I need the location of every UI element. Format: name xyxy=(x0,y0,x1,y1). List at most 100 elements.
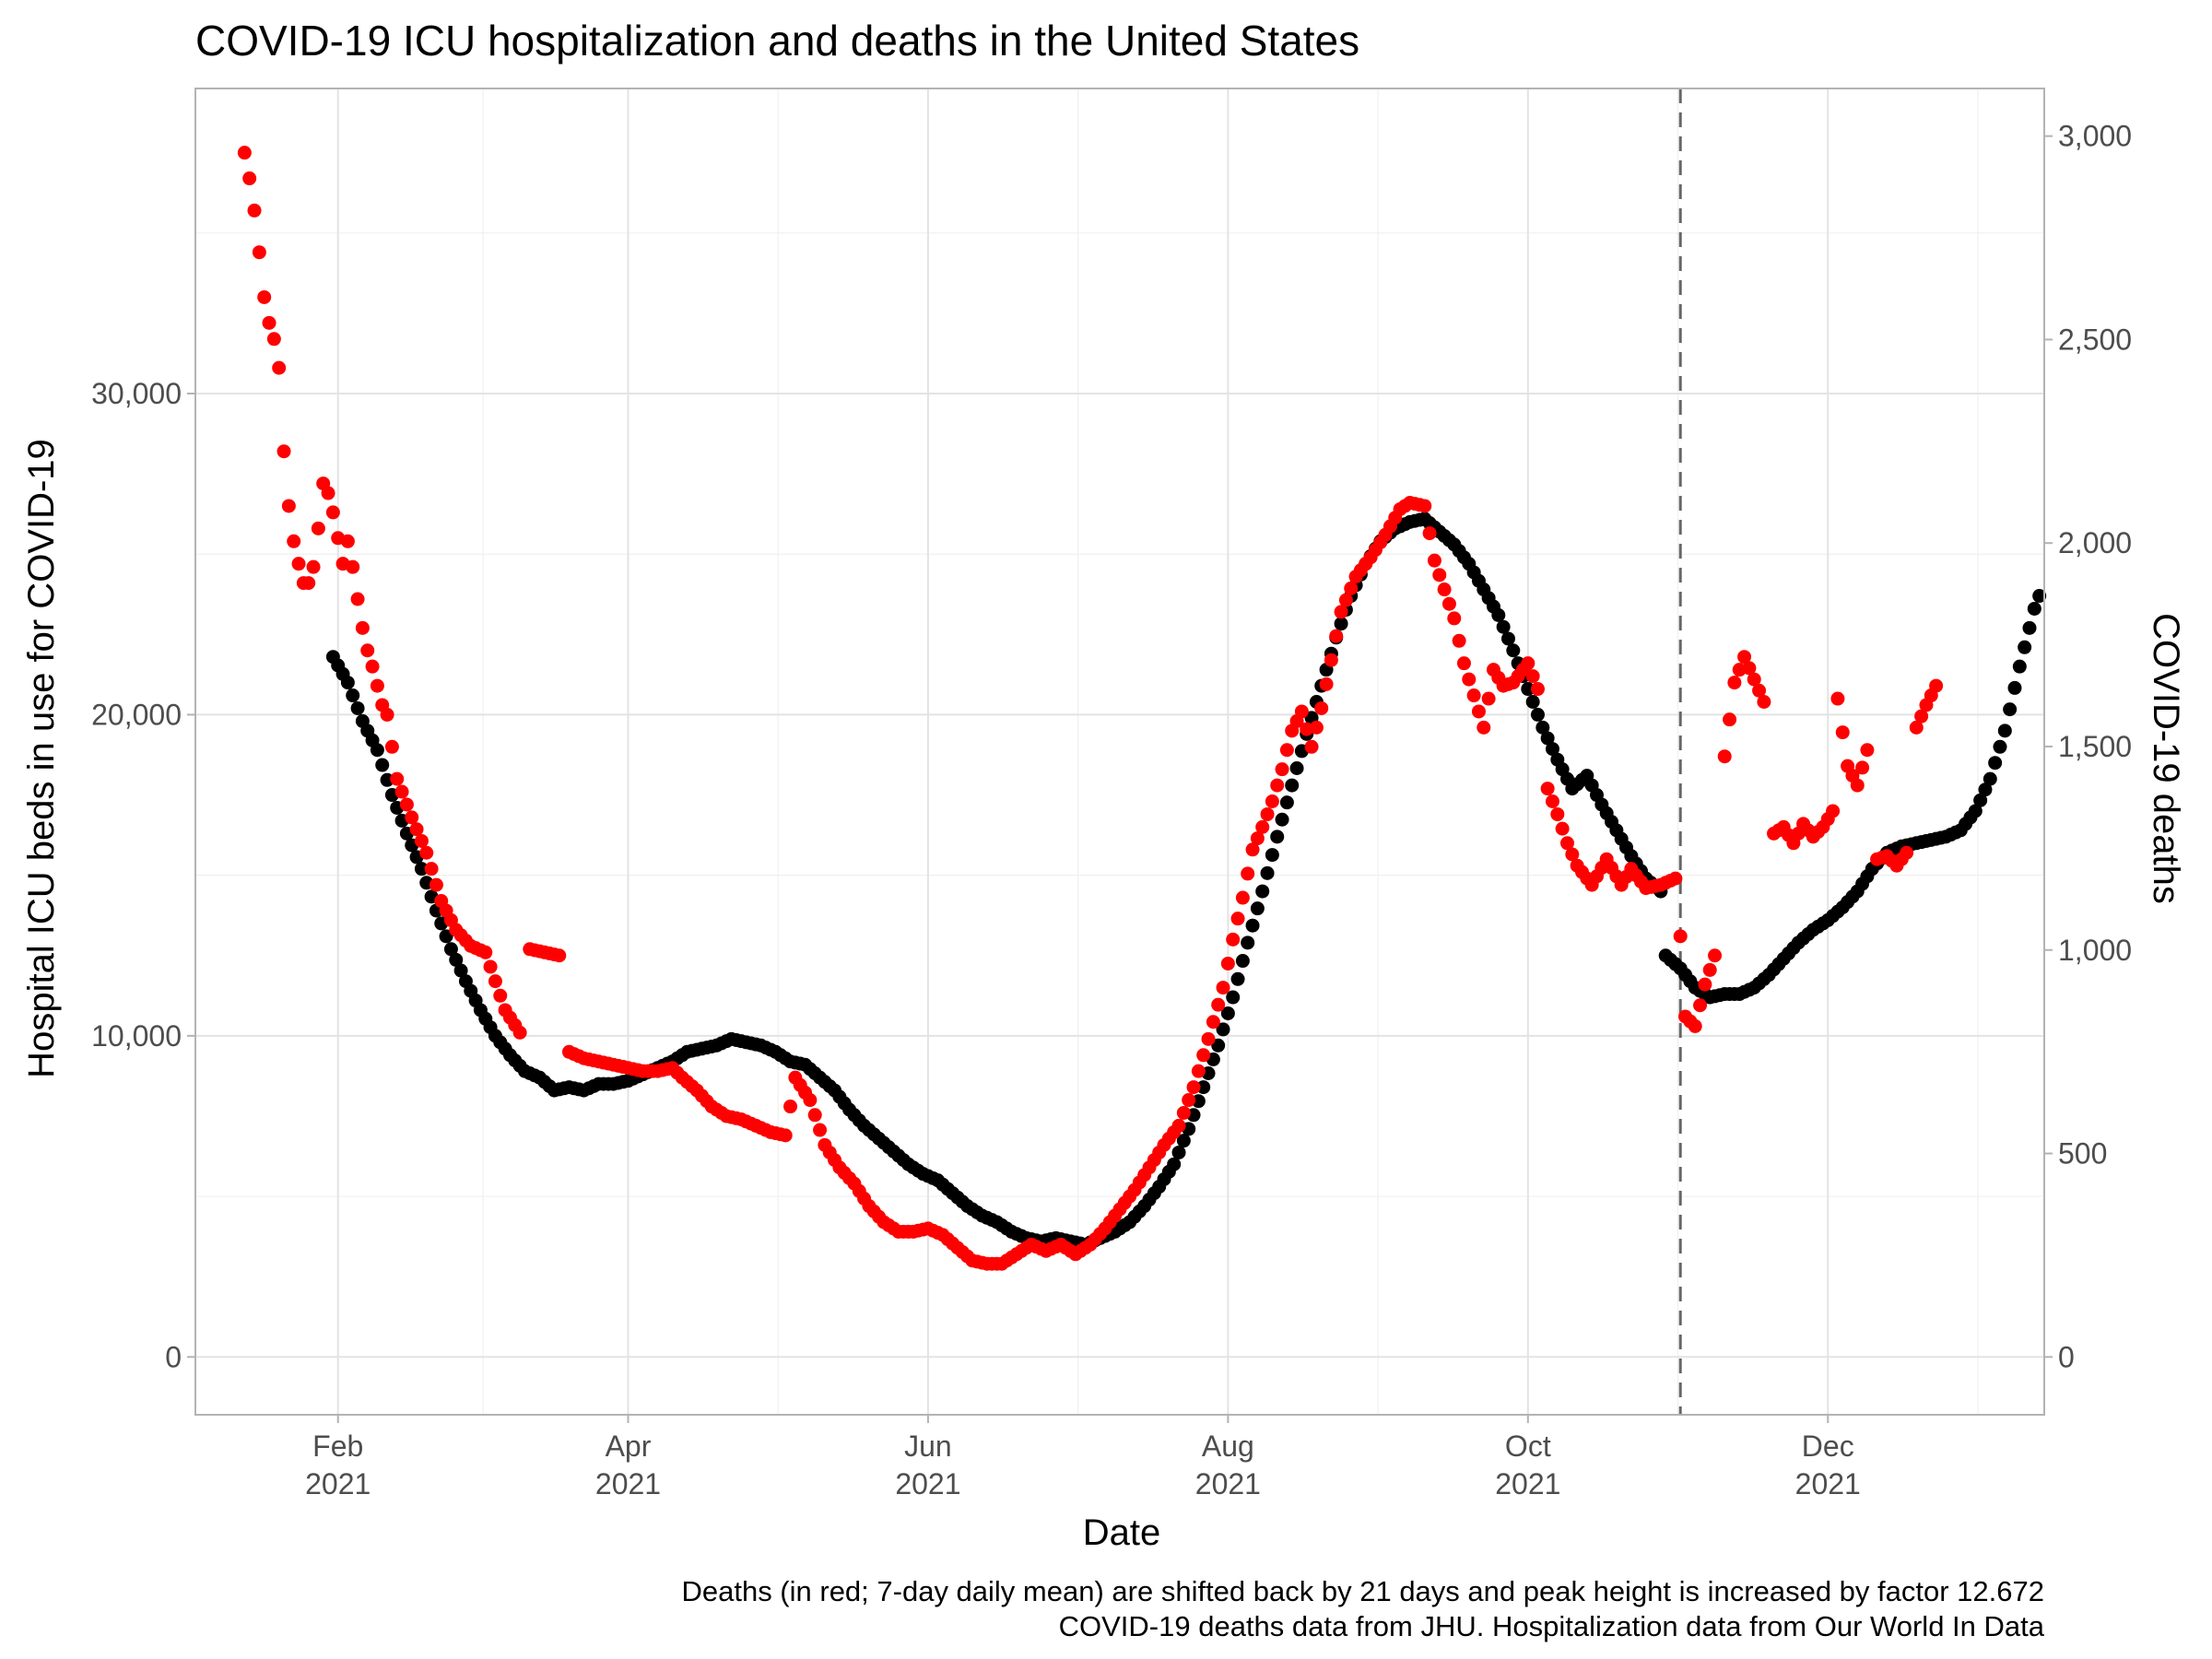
data-point xyxy=(2032,589,2047,604)
data-point xyxy=(2012,659,2027,674)
data-point xyxy=(1270,778,1285,793)
x-tick-label: Aug xyxy=(1202,1430,1254,1463)
caption-line-1: Deaths (in red; 7-day daily mean) are sh… xyxy=(681,1575,2044,1607)
data-point xyxy=(1540,731,1555,746)
data-point xyxy=(2003,702,2018,717)
series-deaths xyxy=(237,146,1944,1271)
data-point xyxy=(1530,707,1545,722)
data-point xyxy=(1978,782,1993,797)
data-point xyxy=(1466,688,1481,703)
data-point xyxy=(2022,620,2037,635)
data-point xyxy=(350,592,365,606)
data-point xyxy=(346,688,360,703)
data-point xyxy=(350,700,365,715)
data-point xyxy=(1462,672,1477,687)
data-point xyxy=(778,1128,793,1143)
data-point xyxy=(807,1108,822,1123)
data-point xyxy=(1545,794,1559,809)
y-right-tick-label: 1,500 xyxy=(2058,730,2132,763)
data-point xyxy=(1441,596,1456,611)
data-point xyxy=(262,315,276,330)
y-right-tick-label: 2,000 xyxy=(2058,526,2132,559)
data-point xyxy=(1422,526,1437,541)
data-point xyxy=(1550,806,1565,821)
y-axis-left-title: Hospital ICU beds in use for COVID-19 xyxy=(21,439,62,1078)
x-tick-label: Feb xyxy=(312,1430,363,1463)
data-point xyxy=(321,486,335,500)
data-point xyxy=(1506,643,1521,658)
data-point xyxy=(453,963,468,978)
data-point xyxy=(414,862,429,877)
data-point xyxy=(291,557,306,571)
y-axis-right-title: COVID-19 deaths xyxy=(2146,613,2186,904)
data-point xyxy=(1973,793,1988,807)
x-tick-label: Oct xyxy=(1505,1430,1551,1463)
data-point xyxy=(375,758,390,772)
data-point xyxy=(1855,760,1870,775)
data-point xyxy=(1186,1080,1201,1095)
data-point xyxy=(306,559,321,574)
plot-points xyxy=(237,146,2047,1271)
data-point xyxy=(1723,712,1737,727)
data-point xyxy=(1211,1038,1226,1053)
data-point xyxy=(409,822,424,837)
data-point xyxy=(1500,631,1515,646)
data-point xyxy=(1245,842,1260,857)
data-point xyxy=(1279,743,1294,758)
x-tick-label-year: 2021 xyxy=(1495,1467,1560,1500)
data-point xyxy=(1171,1145,1186,1159)
data-point xyxy=(1245,918,1260,933)
data-point xyxy=(1835,725,1850,740)
data-point xyxy=(1220,956,1235,971)
y-left-tick-label: 20,000 xyxy=(91,698,182,731)
data-point xyxy=(1456,656,1471,671)
data-point xyxy=(1241,866,1255,881)
x-tick-label-year: 2021 xyxy=(1795,1467,1861,1500)
data-point xyxy=(1319,677,1334,691)
data-point xyxy=(340,676,355,690)
data-point xyxy=(1747,672,1761,687)
data-point xyxy=(429,877,443,892)
data-point xyxy=(813,1123,828,1137)
data-point xyxy=(1900,845,1914,860)
data-point xyxy=(1540,782,1555,796)
data-point xyxy=(1727,676,1742,690)
data-point xyxy=(247,203,262,218)
data-point xyxy=(1235,954,1250,969)
data-point xyxy=(1496,619,1511,634)
data-point xyxy=(1250,901,1265,916)
data-point xyxy=(1737,650,1752,665)
data-point xyxy=(1285,778,1300,793)
data-point xyxy=(1226,990,1241,1005)
data-point xyxy=(1988,756,2003,771)
data-point xyxy=(287,534,301,548)
data-point xyxy=(1226,932,1241,947)
data-point xyxy=(783,1100,798,1114)
data-point xyxy=(1182,1093,1196,1108)
data-point xyxy=(1216,981,1230,995)
data-point xyxy=(1255,884,1270,899)
data-point xyxy=(1196,1048,1211,1063)
data-point xyxy=(1565,847,1580,862)
grid xyxy=(195,88,2044,1415)
data-point xyxy=(1993,739,2007,754)
y-right-tick-label: 500 xyxy=(2058,1137,2107,1171)
data-point xyxy=(266,332,281,347)
data-point xyxy=(399,797,414,812)
data-point xyxy=(1230,912,1245,926)
data-point xyxy=(1241,935,1255,950)
data-point xyxy=(346,559,360,574)
data-point xyxy=(1521,682,1535,697)
data-point xyxy=(1191,1064,1206,1078)
data-point xyxy=(424,862,439,877)
data-point xyxy=(281,499,296,513)
data-point xyxy=(1167,1157,1182,1171)
data-point xyxy=(1216,1022,1230,1037)
data-point xyxy=(1176,1105,1191,1120)
data-point xyxy=(1850,778,1865,793)
data-point xyxy=(1324,653,1338,667)
data-point xyxy=(301,576,316,591)
data-point xyxy=(1235,890,1250,905)
data-point xyxy=(1265,848,1279,863)
data-point xyxy=(1668,871,1683,886)
